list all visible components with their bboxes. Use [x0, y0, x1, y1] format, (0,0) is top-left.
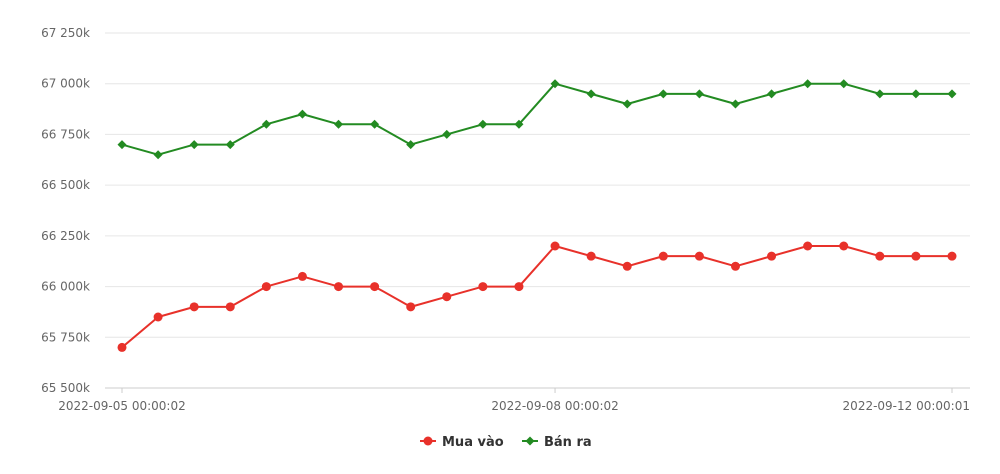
data-point[interactable] — [334, 282, 344, 292]
y-tick-label: 65 750k — [41, 330, 90, 344]
data-point[interactable] — [189, 302, 199, 312]
data-point[interactable] — [730, 99, 740, 109]
data-point[interactable] — [694, 89, 704, 99]
data-point[interactable] — [622, 99, 632, 109]
data-point[interactable] — [297, 109, 307, 119]
data-point[interactable] — [189, 140, 199, 150]
series-line — [121, 82, 952, 156]
data-point[interactable] — [261, 119, 271, 129]
data-point[interactable] — [117, 140, 127, 150]
data-point[interactable] — [767, 251, 777, 261]
data-point[interactable] — [153, 312, 163, 322]
data-point[interactable] — [803, 241, 813, 251]
x-axis: 2022-09-05 00:00:02 2022-09-08 00:00:02 20… — [58, 388, 970, 413]
data-point[interactable] — [947, 89, 957, 99]
data-point[interactable] — [406, 140, 416, 150]
data-point[interactable] — [442, 129, 452, 139]
data-point[interactable] — [911, 89, 921, 99]
x-tick-label: 2022-09-08 00:00:02 — [491, 399, 618, 413]
x-tick-label: 2022-09-12 00:00:01 — [843, 399, 970, 413]
y-tick-label: 65 500k — [41, 381, 90, 395]
data-point[interactable] — [514, 119, 524, 129]
data-point[interactable] — [767, 89, 777, 99]
y-tick-label: 67 250k — [41, 26, 90, 40]
legend-item-ban-ra[interactable]: Bán ra — [522, 435, 592, 450]
series-line — [121, 245, 952, 349]
data-point[interactable] — [370, 282, 380, 292]
y-tick-label: 66 000k — [41, 280, 90, 294]
x-tick-label: 2022-09-05 00:00:02 — [58, 399, 185, 413]
y-tick-label: 67 000k — [41, 77, 90, 91]
y-tick-label: 66 750k — [41, 127, 90, 141]
data-point[interactable] — [297, 271, 307, 281]
legend-item-mua-vao[interactable]: Mua vào — [420, 435, 504, 450]
data-point[interactable] — [225, 140, 235, 150]
series-group — [117, 79, 957, 352]
grid-lines — [105, 32, 970, 389]
y-tick-label: 66 500k — [41, 178, 90, 192]
data-point[interactable] — [225, 302, 235, 312]
data-point[interactable] — [839, 241, 849, 251]
data-point[interactable] — [803, 79, 813, 89]
data-point[interactable] — [334, 119, 344, 129]
legend-label: Mua vào — [442, 435, 504, 450]
data-point[interactable] — [370, 119, 380, 129]
data-point[interactable] — [730, 261, 740, 271]
legend[interactable]: Mua vào Bán ra — [420, 435, 592, 450]
data-point[interactable] — [550, 79, 560, 89]
data-point[interactable] — [550, 241, 560, 251]
data-point[interactable] — [658, 251, 668, 261]
legend-marker-symbol[interactable] — [423, 436, 433, 446]
data-point[interactable] — [153, 150, 163, 160]
data-point[interactable] — [622, 261, 632, 271]
data-point[interactable] — [514, 282, 524, 292]
data-point[interactable] — [117, 342, 127, 352]
y-axis: 65 500k 65 750k 66 000k 66 250k 66 500k 66 75… — [41, 26, 90, 395]
data-point[interactable] — [658, 89, 668, 99]
data-point[interactable] — [406, 302, 416, 312]
data-point[interactable] — [911, 251, 921, 261]
data-point[interactable] — [586, 89, 596, 99]
data-point[interactable] — [839, 79, 849, 89]
series-mua-vao — [117, 241, 957, 352]
data-point[interactable] — [875, 89, 885, 99]
series-ban-ra — [117, 79, 957, 160]
data-point[interactable] — [875, 251, 885, 261]
data-point[interactable] — [586, 251, 596, 261]
data-point[interactable] — [694, 251, 704, 261]
y-tick-label: 66 250k — [41, 229, 90, 243]
legend-label: Bán ra — [544, 435, 592, 450]
data-point[interactable] — [478, 119, 488, 129]
data-point[interactable] — [478, 282, 488, 292]
data-point[interactable] — [947, 251, 957, 261]
legend-marker-symbol[interactable] — [525, 436, 535, 446]
data-point[interactable] — [261, 282, 271, 292]
data-point[interactable] — [442, 292, 452, 302]
